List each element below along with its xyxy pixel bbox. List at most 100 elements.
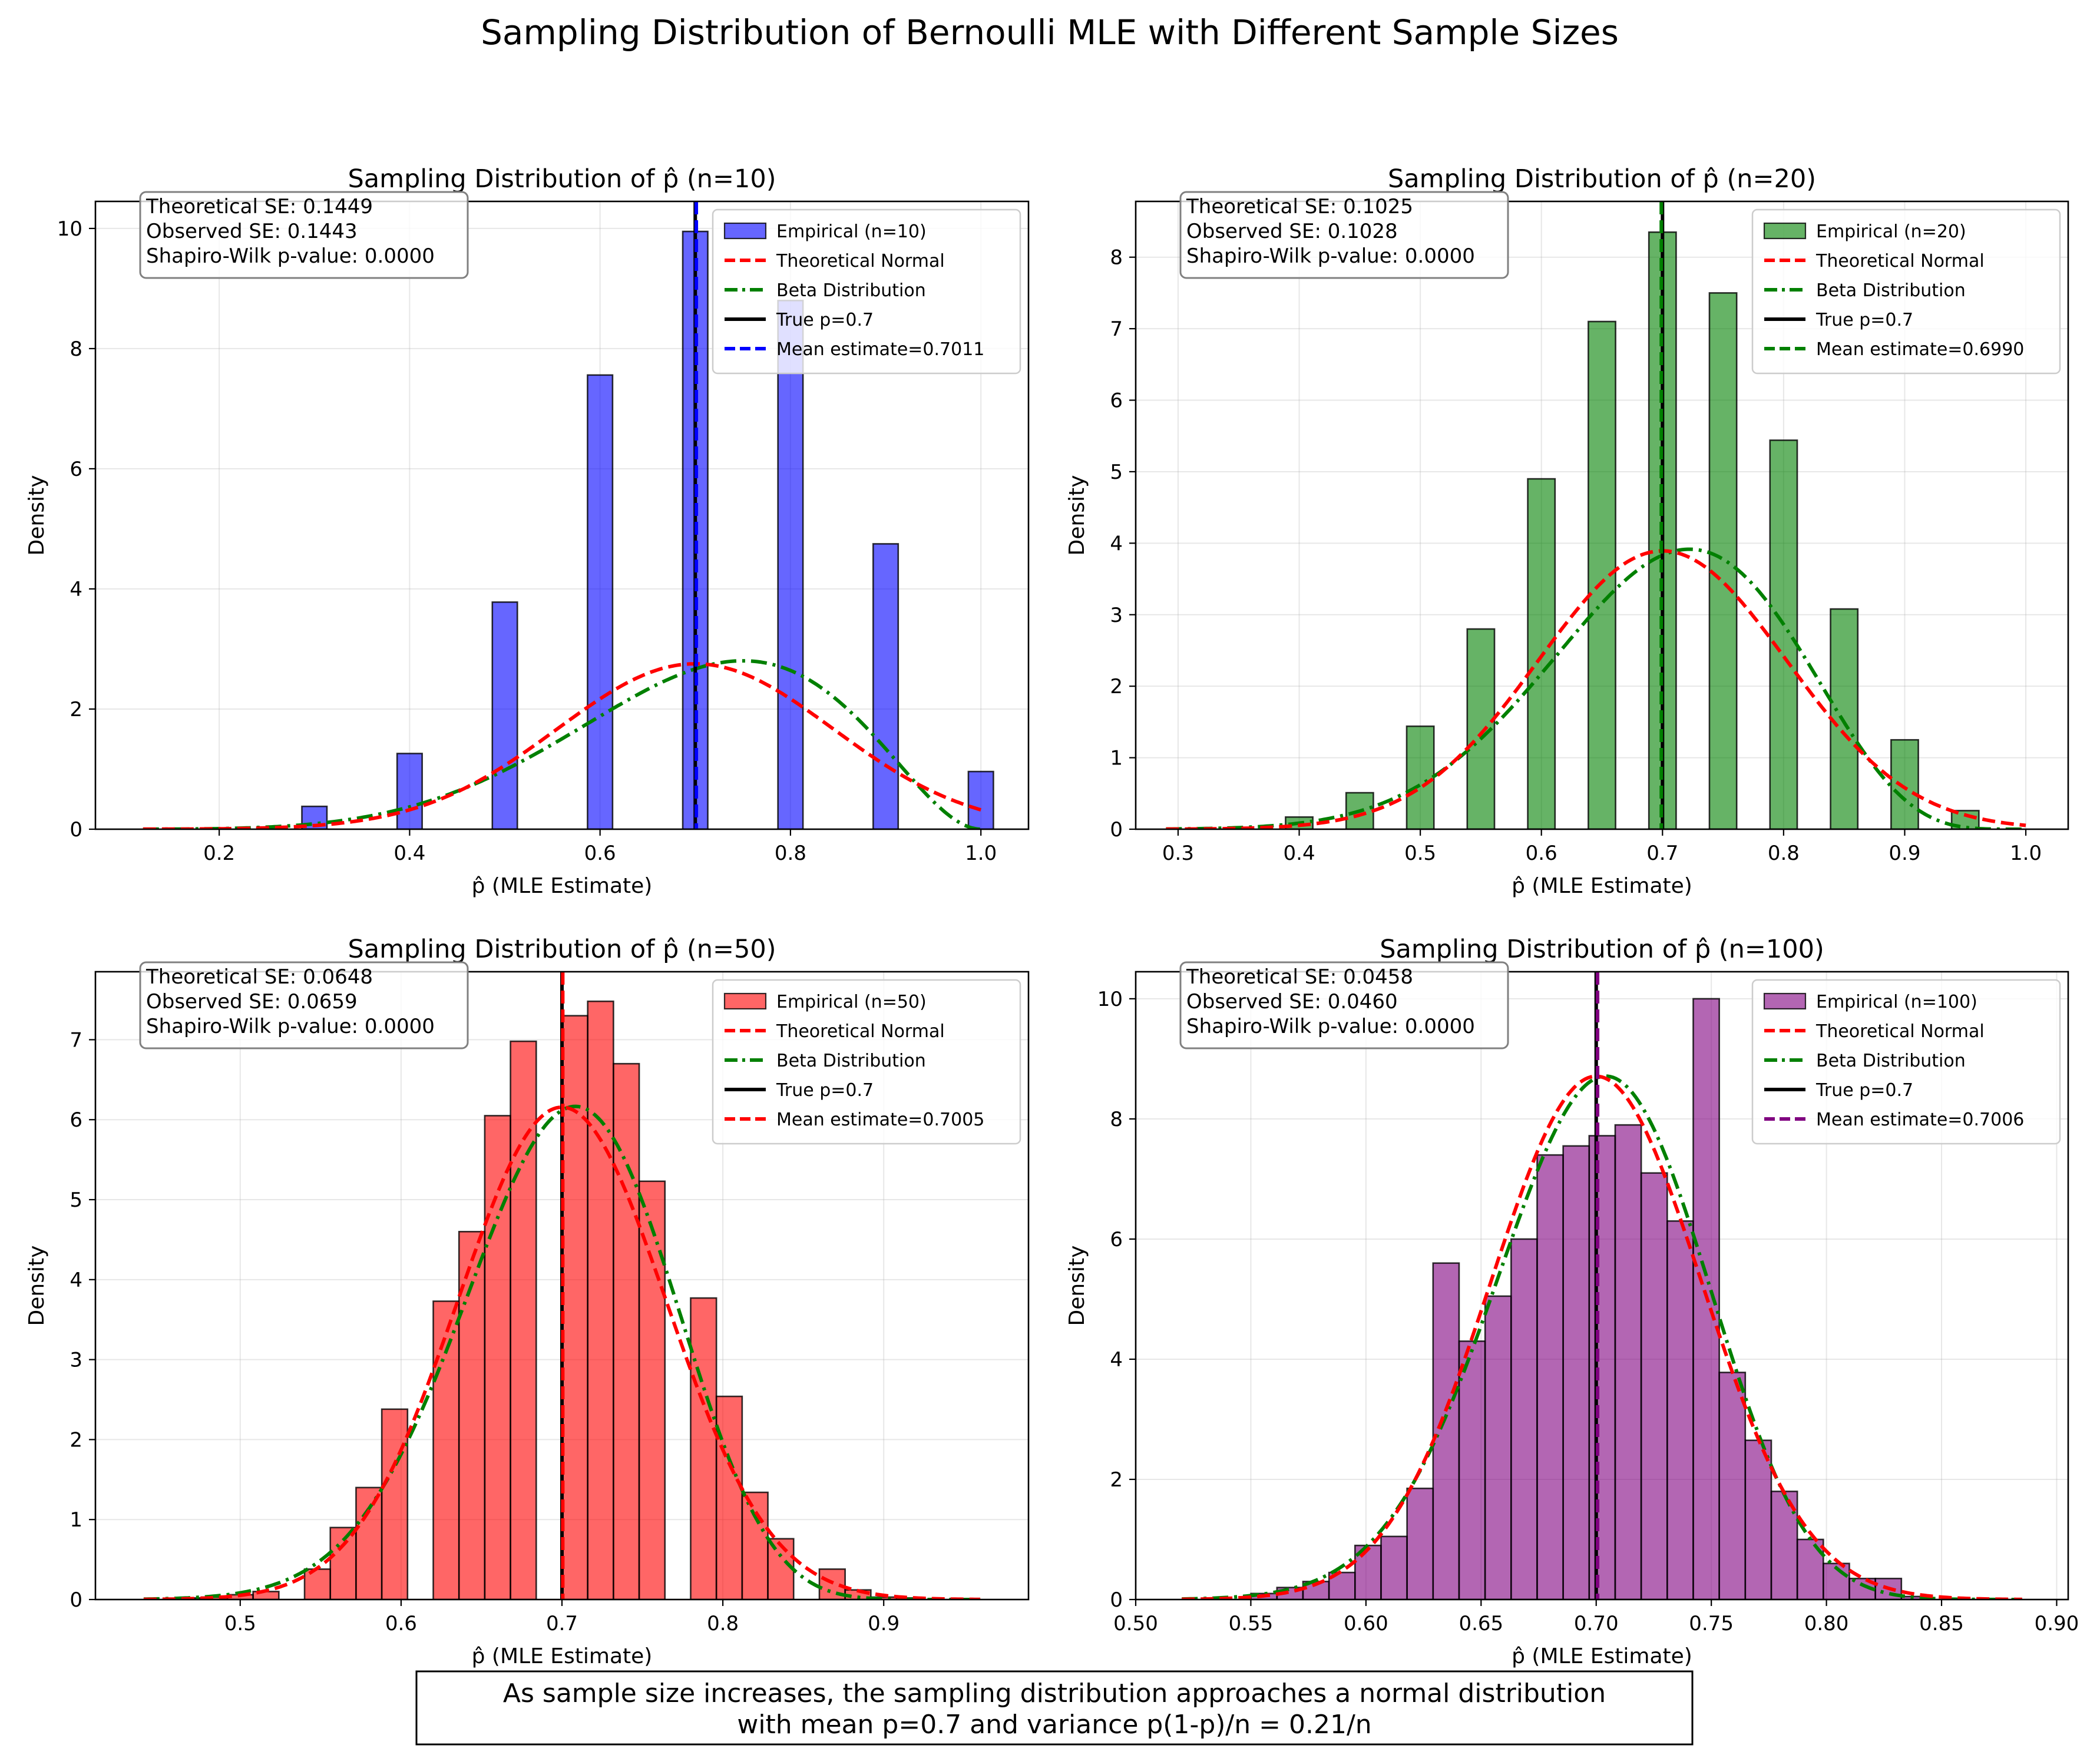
y-tick-label: 4 — [1110, 1348, 1123, 1372]
footnote-frame — [415, 1670, 1694, 1746]
legend-true-p: True p=0.7 — [776, 310, 874, 330]
x-tick-label: 0.55 — [1229, 1612, 1274, 1635]
y-tick-label: 2 — [70, 1428, 82, 1452]
stats-box-frame — [1179, 961, 1509, 1049]
y-tick-label: 6 — [70, 458, 82, 481]
density-curves — [143, 1104, 981, 1600]
histogram-bar — [1890, 739, 1919, 829]
axes-frame — [1135, 971, 2069, 1601]
x-tick-label: 0.85 — [1919, 1612, 1964, 1635]
histogram-bar — [1458, 1340, 1486, 1600]
x-tick-label: 0.2 — [203, 842, 235, 865]
x-tick-label: 0.90 — [2035, 1612, 2079, 1635]
y-tick-label: 3 — [1110, 604, 1123, 627]
subplot-n20: 0.3 0.4 0.5 0.6 0.7 0.8 0.9 1.0 0 1 2 3 4 5 6 7 8 Samplin… — [1065, 164, 2069, 898]
histogram-bar — [491, 601, 518, 829]
density-curves — [1182, 1074, 2022, 1600]
y-tick-label: 8 — [70, 337, 82, 361]
observed-se-text: Observed SE: 0.1443 — [146, 220, 358, 243]
histogram-bar — [355, 1486, 383, 1600]
figure-title: Sampling Distribution of Bernoulli MLE w… — [481, 12, 1619, 52]
y-axis-label: Density — [25, 475, 49, 556]
histogram-bar — [1640, 1172, 1668, 1600]
y-tick-label: 0 — [1110, 1588, 1123, 1612]
y-tick-label: 8 — [1110, 246, 1123, 270]
theoretical-normal-curve — [143, 662, 982, 829]
x-tick-label: 0.6 — [1526, 842, 1557, 865]
histogram-bar — [967, 770, 994, 829]
shapiro-wilk-text: Shapiro-Wilk p-value: 0.0000 — [1186, 1015, 1475, 1038]
y-tick-label: 7 — [1110, 317, 1123, 341]
histogram-bar — [1718, 1372, 1747, 1600]
legend-true-p: True p=0.7 — [1815, 1080, 1913, 1101]
density-curves — [143, 659, 982, 829]
histogram-bar — [613, 1062, 640, 1600]
x-tick-label: 0.60 — [1344, 1612, 1388, 1635]
y-tick-label: 4 — [70, 1269, 82, 1292]
histogram-bar — [381, 1408, 409, 1600]
y-tick-label: 1 — [1110, 747, 1123, 770]
y-tick-label: 8 — [1110, 1108, 1123, 1131]
histogram-bar — [1770, 1491, 1798, 1600]
y-tick-label: 4 — [70, 578, 82, 601]
legend-swatch-bar — [723, 222, 767, 240]
y-axis-label: Density — [25, 1246, 49, 1326]
legend-beta-distribution: Beta Distribution — [776, 280, 926, 301]
footnote-line-1: As sample size increases, the sampling d… — [503, 1678, 1606, 1708]
y-tick-label: 5 — [70, 1188, 82, 1212]
histogram-bar — [777, 300, 804, 829]
legend-frame — [1751, 208, 2061, 375]
legend: Empirical (n=100) Theoretical Normal Beta … — [1751, 979, 2061, 1145]
x-tick-label: 1.0 — [965, 842, 997, 865]
observed-se-text: Observed SE: 0.1028 — [1186, 220, 1398, 243]
shapiro-wilk-text: Shapiro-Wilk p-value: 0.0000 — [146, 244, 435, 268]
subplot-title: Sampling Distribution of p̂ (n=20) — [1388, 164, 1816, 194]
histogram-bar — [1536, 1154, 1564, 1600]
legend-frame — [712, 979, 1021, 1145]
y-axis-label: Density — [1065, 475, 1089, 556]
legend-empirical: Empirical (n=10) — [776, 221, 927, 242]
legend-beta-distribution: Beta Distribution — [1816, 280, 1966, 301]
x-tick-label: 0.70 — [1574, 1612, 1619, 1635]
histogram-bar — [1510, 1238, 1538, 1600]
x-tick-label: 0.50 — [1113, 1612, 1158, 1635]
legend-beta-distribution: Beta Distribution — [776, 1051, 926, 1071]
legend-theoretical-normal: Theoretical Normal — [1815, 251, 1985, 271]
legend-empirical: Empirical (n=100) — [1816, 992, 1977, 1012]
footnote-line-2: with mean p=0.7 and variance p(1-p)/n = … — [737, 1710, 1371, 1740]
subplot-n50: 0.5 0.6 0.7 0.8 0.9 0 1 2 3 4 5 6 7 Sampling Distribu… — [25, 935, 1030, 1668]
y-tick-label: 5 — [1110, 461, 1123, 484]
legend-frame — [712, 208, 1021, 375]
density-curves — [1166, 547, 2026, 829]
y-tick-label: 6 — [1110, 389, 1123, 413]
y-tick-label: 10 — [57, 217, 82, 241]
y-tick-label: 7 — [70, 1028, 82, 1052]
theoretical-se-text: Theoretical SE: 0.1449 — [145, 195, 373, 218]
x-axis-label: p̂ (MLE Estimate) — [472, 874, 653, 898]
y-axis-label: Density — [1065, 1246, 1089, 1326]
legend-frame — [1751, 979, 2061, 1145]
theoretical-se-text: Theoretical SE: 0.1025 — [1186, 195, 1413, 218]
x-tick-label: 0.75 — [1689, 1612, 1734, 1635]
shapiro-wilk-text: Shapiro-Wilk p-value: 0.0000 — [146, 1015, 435, 1038]
legend-beta-distribution: Beta Distribution — [1816, 1051, 1966, 1071]
histogram-bar — [510, 1040, 537, 1600]
histogram-bar — [741, 1491, 769, 1600]
subplot-n10: 0.2 0.4 0.6 0.8 1.0 0 2 4 6 8 10 Sampling Distribut… — [25, 164, 1030, 898]
stats-box-frame — [1179, 191, 1509, 279]
y-tick-label: 4 — [1110, 532, 1123, 555]
x-tick-label: 0.9 — [868, 1612, 899, 1635]
x-axis-label: p̂ (MLE Estimate) — [472, 1644, 653, 1668]
histogram-bar — [303, 1568, 332, 1600]
y-tick-label: 3 — [70, 1349, 82, 1372]
shapiro-wilk-text: Shapiro-Wilk p-value: 0.0000 — [1186, 244, 1475, 268]
footnote-box: As sample size increases, the sampling d… — [415, 1670, 1694, 1746]
beta-distribution-curve — [1182, 1074, 2022, 1600]
histogram-bar — [1614, 1124, 1642, 1600]
legend-swatch-bar — [1763, 222, 1807, 240]
stats-box-frame — [139, 961, 469, 1049]
